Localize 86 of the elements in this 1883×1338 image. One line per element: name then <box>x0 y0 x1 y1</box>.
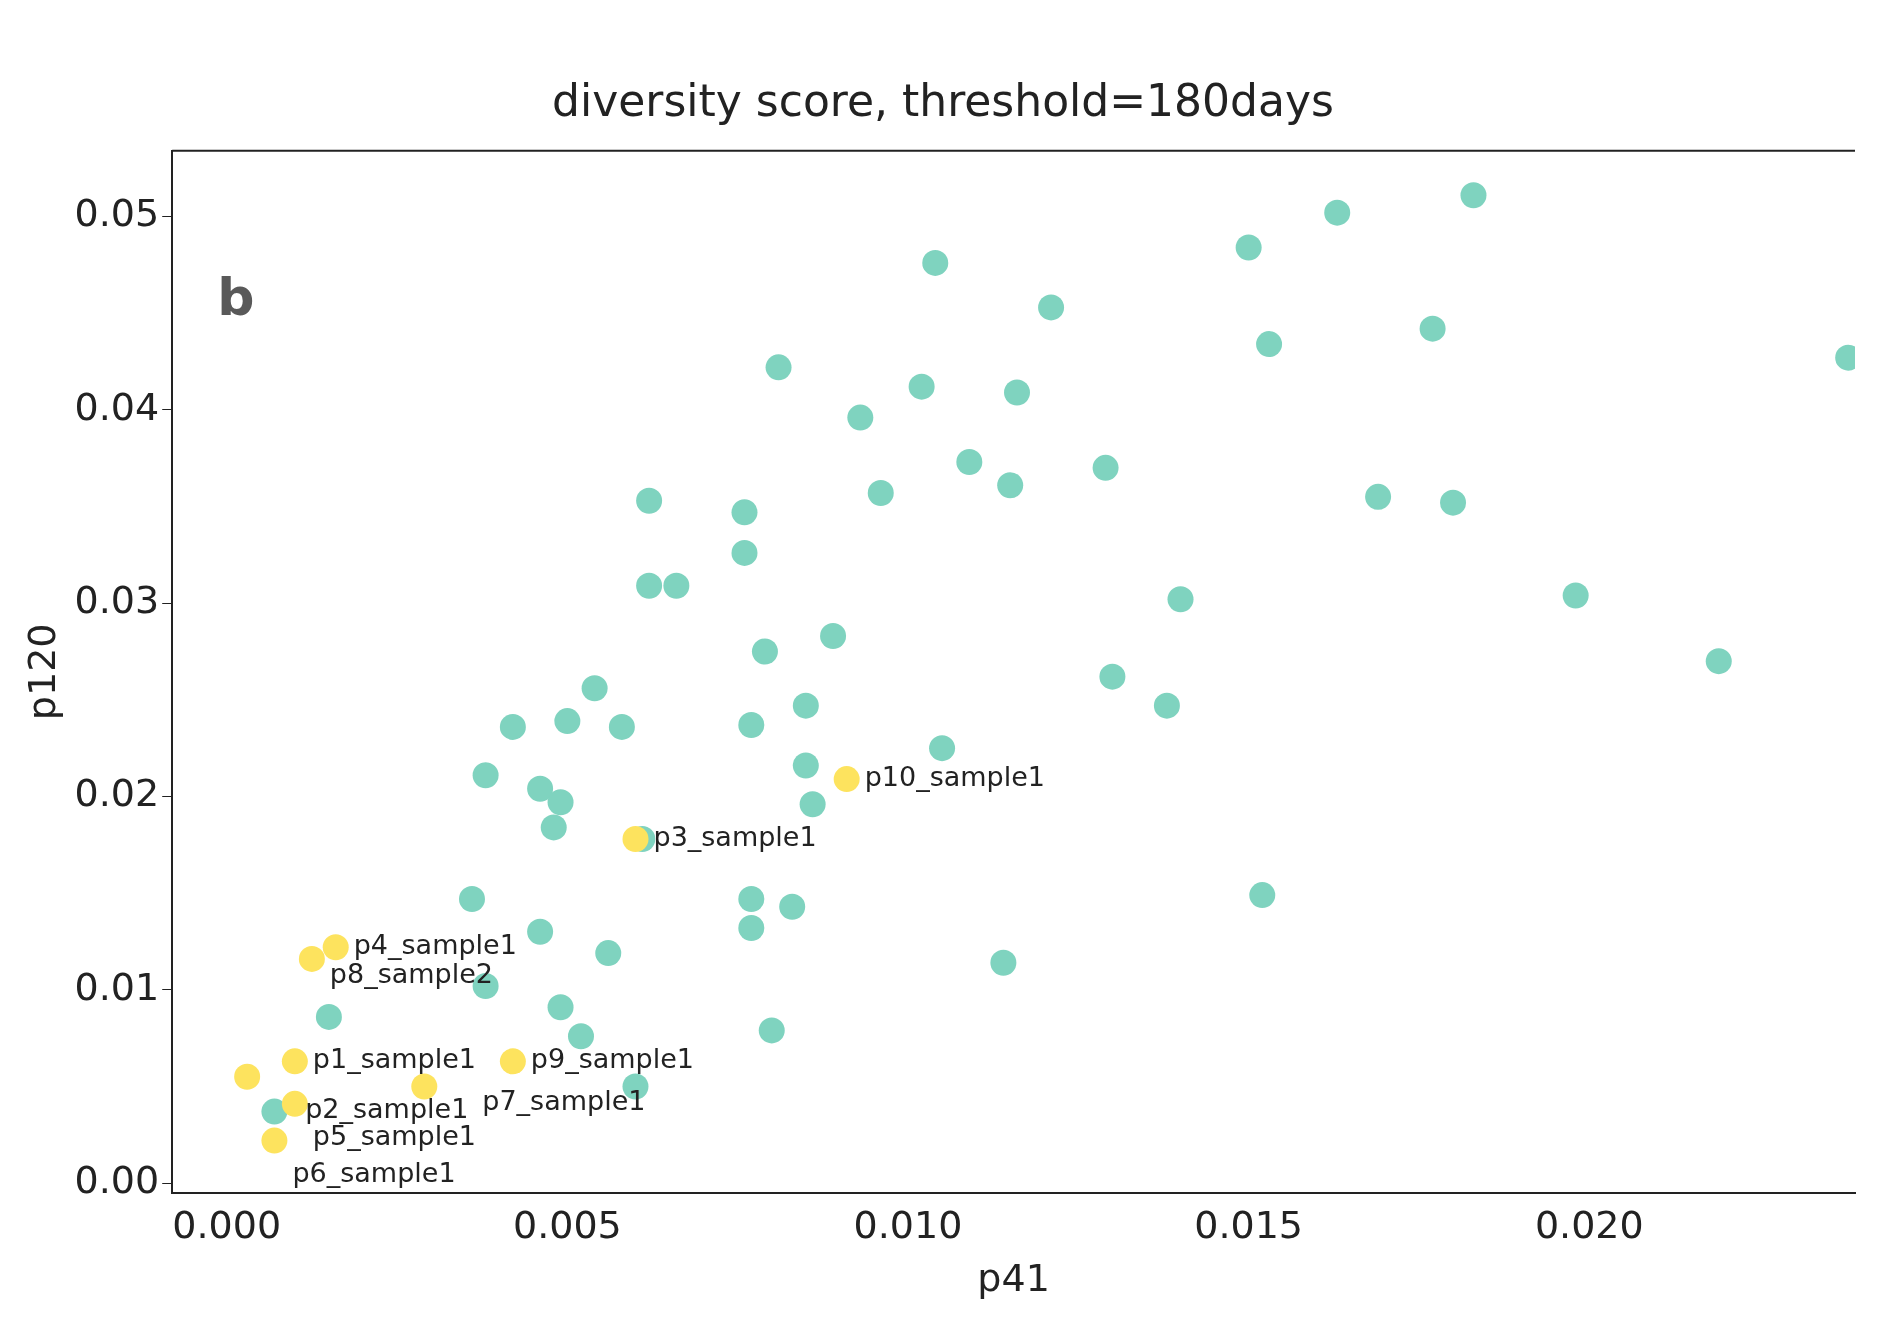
point <box>595 940 622 967</box>
point <box>1235 234 1262 261</box>
point <box>622 826 649 853</box>
annotation: p6_sample1 <box>292 1156 456 1188</box>
point <box>608 713 635 740</box>
point <box>554 708 581 735</box>
point <box>792 692 819 719</box>
point <box>499 1048 526 1075</box>
annotation: p3_sample1 <box>653 821 817 853</box>
point <box>547 789 574 816</box>
point <box>833 766 860 793</box>
point <box>581 675 608 702</box>
point <box>499 713 526 740</box>
y-tick-label: 0.00 <box>74 1158 160 1203</box>
point <box>281 1090 308 1117</box>
point <box>458 885 485 912</box>
x-tick-label: 0.005 <box>512 1203 622 1248</box>
point <box>281 1048 308 1075</box>
point <box>472 762 499 789</box>
point <box>636 487 663 514</box>
point <box>731 539 758 566</box>
point <box>738 711 765 738</box>
point <box>322 934 349 961</box>
point <box>1419 315 1446 342</box>
point <box>636 572 663 599</box>
point <box>663 572 690 599</box>
point <box>1460 182 1487 209</box>
point <box>990 949 1017 976</box>
annotation: p7_sample1 <box>482 1085 646 1117</box>
point <box>1440 489 1467 516</box>
point <box>758 1017 785 1044</box>
point <box>847 404 874 431</box>
point <box>1004 379 1031 406</box>
annotation: p1_sample1 <box>312 1043 477 1075</box>
x-axis-title: p41 <box>977 1256 1050 1301</box>
point <box>298 945 325 972</box>
point <box>261 1127 288 1154</box>
point <box>1562 582 1589 609</box>
point <box>1092 454 1119 481</box>
point <box>1249 882 1276 909</box>
point <box>315 1003 342 1030</box>
point <box>820 623 847 650</box>
point <box>261 1098 288 1125</box>
point <box>1167 586 1194 613</box>
point <box>867 479 894 506</box>
point <box>765 354 792 381</box>
point <box>1038 294 1065 321</box>
x-tick-label: 0.020 <box>1534 1203 1644 1248</box>
y-tick-label: 0.02 <box>74 771 160 816</box>
point <box>1256 331 1283 358</box>
x-tick-label: 0.000 <box>172 1203 282 1248</box>
point <box>908 373 935 400</box>
annotation: p4_sample1 <box>353 929 517 961</box>
y-axis-title: p120 <box>19 623 64 721</box>
point <box>922 249 949 276</box>
point <box>1705 648 1732 675</box>
point <box>799 791 826 818</box>
annotation: p9_sample1 <box>530 1043 695 1075</box>
point <box>1153 692 1180 719</box>
point <box>997 472 1024 499</box>
x-tick-label: 0.010 <box>853 1203 963 1248</box>
point <box>779 893 806 920</box>
point <box>547 994 574 1021</box>
point <box>527 918 554 945</box>
annotation: b <box>217 267 255 328</box>
y-tick-label: 0.01 <box>74 964 160 1009</box>
point <box>1324 199 1351 226</box>
point <box>527 775 554 802</box>
point <box>738 885 765 912</box>
point <box>567 1023 594 1050</box>
chart-title: diversity score, threshold=180days <box>552 74 1334 126</box>
point <box>751 638 778 665</box>
point <box>929 735 956 762</box>
point <box>731 499 758 526</box>
point <box>738 914 765 941</box>
point <box>956 449 983 476</box>
point <box>234 1063 261 1090</box>
point <box>1365 483 1392 510</box>
point <box>1099 663 1126 690</box>
y-tick-label: 0.03 <box>74 578 160 623</box>
y-tick-label: 0.05 <box>74 191 160 236</box>
point <box>540 814 567 841</box>
point <box>792 752 819 779</box>
annotation: p10_sample1 <box>864 761 1046 793</box>
x-tick-label: 0.015 <box>1194 1203 1304 1248</box>
y-tick-label: 0.04 <box>74 384 160 429</box>
